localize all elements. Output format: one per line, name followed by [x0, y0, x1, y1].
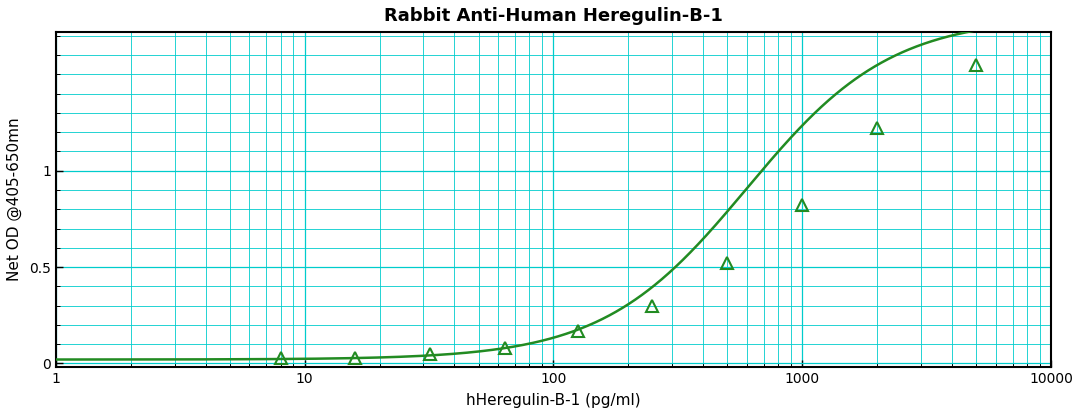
Title: Rabbit Anti-Human Heregulin-B-1: Rabbit Anti-Human Heregulin-B-1 — [384, 7, 723, 25]
Y-axis label: Net OD @405-650mn: Net OD @405-650mn — [6, 118, 23, 281]
X-axis label: hHeregulin-B-1 (pg/ml): hHeregulin-B-1 (pg/ml) — [467, 393, 640, 408]
